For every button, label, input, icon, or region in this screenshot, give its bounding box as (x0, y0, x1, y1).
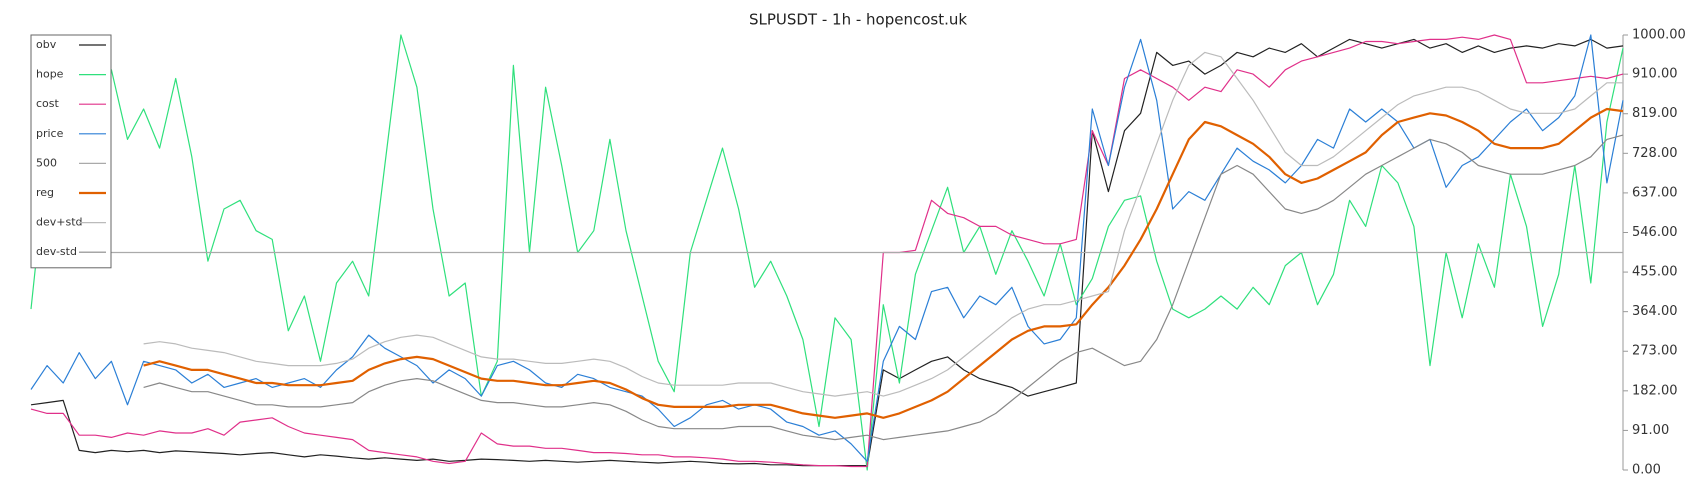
y-tick-label: 0.00 (1632, 463, 1661, 478)
series-line (30, 34, 1624, 462)
y-tick-label: 182.00 (1632, 383, 1678, 398)
legend-label: price (36, 127, 64, 140)
legend-label: cost (36, 97, 60, 110)
chart-title: SLPUSDT - 1h - hopencost.uk (749, 11, 967, 29)
y-tick-label: 1000.00 (1632, 28, 1686, 43)
legend-label: 500 (36, 156, 57, 169)
legend-label: reg (36, 186, 54, 199)
y-tick-label: 819.00 (1632, 106, 1678, 121)
series-line (143, 107, 1624, 419)
y-tick-label: 91.00 (1632, 423, 1669, 438)
y-tick-label: 455.00 (1632, 265, 1678, 280)
series-line (143, 134, 1624, 441)
legend-label: dev-std (36, 245, 77, 258)
y-tick-label: 364.00 (1632, 304, 1678, 319)
series-line (30, 34, 1624, 468)
legend-label: hope (36, 68, 64, 81)
y-tick-label: 273.00 (1632, 344, 1678, 359)
y-tick-label: 637.00 (1632, 185, 1678, 200)
legend-label: dev+std (36, 216, 83, 229)
legend-box (30, 34, 112, 269)
series-line (143, 51, 1623, 397)
y-tick-label: 910.00 (1632, 67, 1678, 82)
series-line (30, 34, 1624, 471)
y-tick-label: 728.00 (1632, 146, 1678, 161)
legend-label: obv (36, 38, 57, 51)
y-tick-label: 546.00 (1632, 225, 1678, 240)
